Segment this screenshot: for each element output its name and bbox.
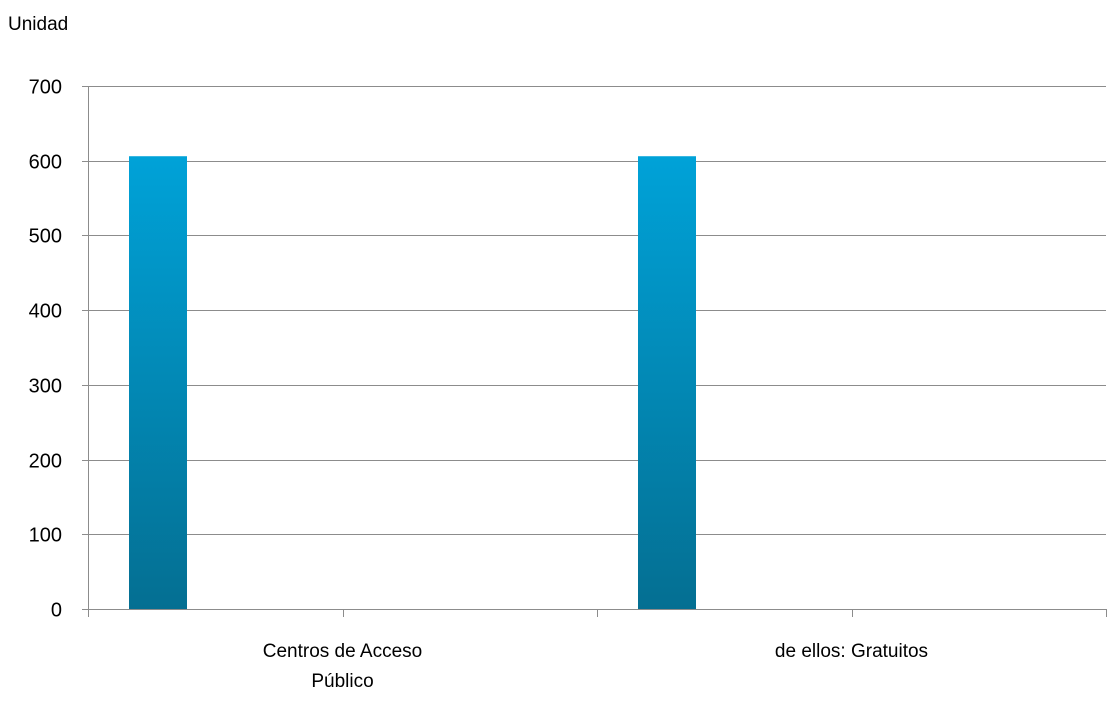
y-tick-label: 600	[29, 152, 62, 174]
y-tick-label: 500	[29, 226, 62, 248]
y-tick-label: 700	[29, 77, 62, 99]
bars	[129, 156, 696, 609]
bar	[638, 156, 696, 609]
gridlines	[88, 86, 1106, 535]
x-category-label: Centros de Acceso Público	[263, 641, 422, 692]
x-category-label-line: de ellos: Gratuitos	[775, 641, 928, 662]
y-tick-label: 300	[29, 376, 62, 398]
y-tick-label: 0	[51, 600, 62, 622]
y-axis-unit-label: Unidad	[8, 14, 68, 35]
axes	[82, 86, 1107, 617]
x-category-label-line: Centros de Acceso	[263, 641, 422, 662]
y-tick-label: 400	[29, 301, 62, 323]
y-axis-ticks: 0 100 200 300 400 500 600 700	[29, 77, 62, 622]
x-axis-labels: Centros de Acceso Público de ellos: Gratui…	[263, 641, 928, 692]
bar	[129, 156, 187, 609]
y-tick-label: 100	[29, 525, 62, 547]
y-tick-label: 200	[29, 451, 62, 473]
x-category-label: de ellos: Gratuitos	[775, 641, 928, 662]
x-category-label-line: Público	[311, 671, 373, 692]
